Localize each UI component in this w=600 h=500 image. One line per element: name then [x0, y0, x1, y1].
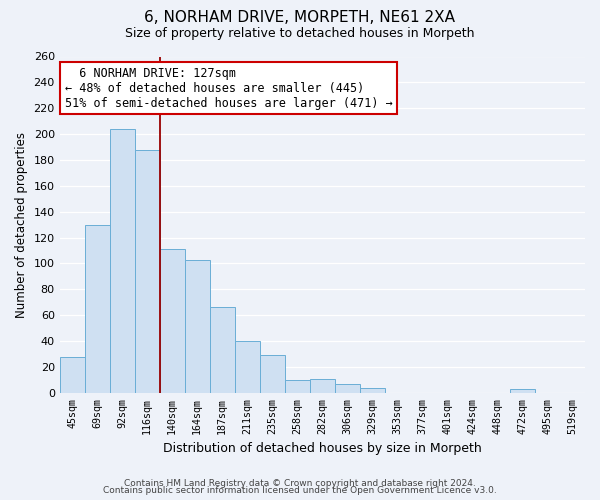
- Text: Size of property relative to detached houses in Morpeth: Size of property relative to detached ho…: [125, 28, 475, 40]
- Bar: [260, 356, 285, 393]
- Bar: [360, 388, 385, 393]
- Bar: [85, 224, 110, 393]
- Bar: [235, 341, 260, 393]
- X-axis label: Distribution of detached houses by size in Morpeth: Distribution of detached houses by size …: [163, 442, 482, 455]
- Text: 6, NORHAM DRIVE, MORPETH, NE61 2XA: 6, NORHAM DRIVE, MORPETH, NE61 2XA: [145, 10, 455, 25]
- Bar: [160, 249, 185, 393]
- Bar: [510, 389, 535, 393]
- Text: Contains public sector information licensed under the Open Government Licence v3: Contains public sector information licen…: [103, 486, 497, 495]
- Bar: [335, 384, 360, 393]
- Bar: [310, 378, 335, 393]
- Bar: [110, 129, 135, 393]
- Text: Contains HM Land Registry data © Crown copyright and database right 2024.: Contains HM Land Registry data © Crown c…: [124, 478, 476, 488]
- Bar: [59, 356, 85, 393]
- Bar: [285, 380, 310, 393]
- Text: 6 NORHAM DRIVE: 127sqm
← 48% of detached houses are smaller (445)
51% of semi-de: 6 NORHAM DRIVE: 127sqm ← 48% of detached…: [65, 66, 392, 110]
- Bar: [135, 150, 160, 393]
- Bar: [210, 308, 235, 393]
- Y-axis label: Number of detached properties: Number of detached properties: [15, 132, 28, 318]
- Bar: [185, 260, 210, 393]
